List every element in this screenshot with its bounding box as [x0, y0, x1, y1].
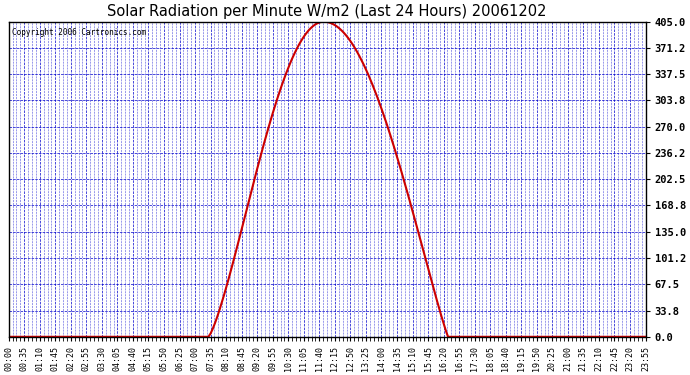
- Title: Solar Radiation per Minute W/m2 (Last 24 Hours) 20061202: Solar Radiation per Minute W/m2 (Last 24…: [108, 4, 547, 19]
- Text: Copyright 2006 Cartronics.com: Copyright 2006 Cartronics.com: [12, 28, 146, 37]
